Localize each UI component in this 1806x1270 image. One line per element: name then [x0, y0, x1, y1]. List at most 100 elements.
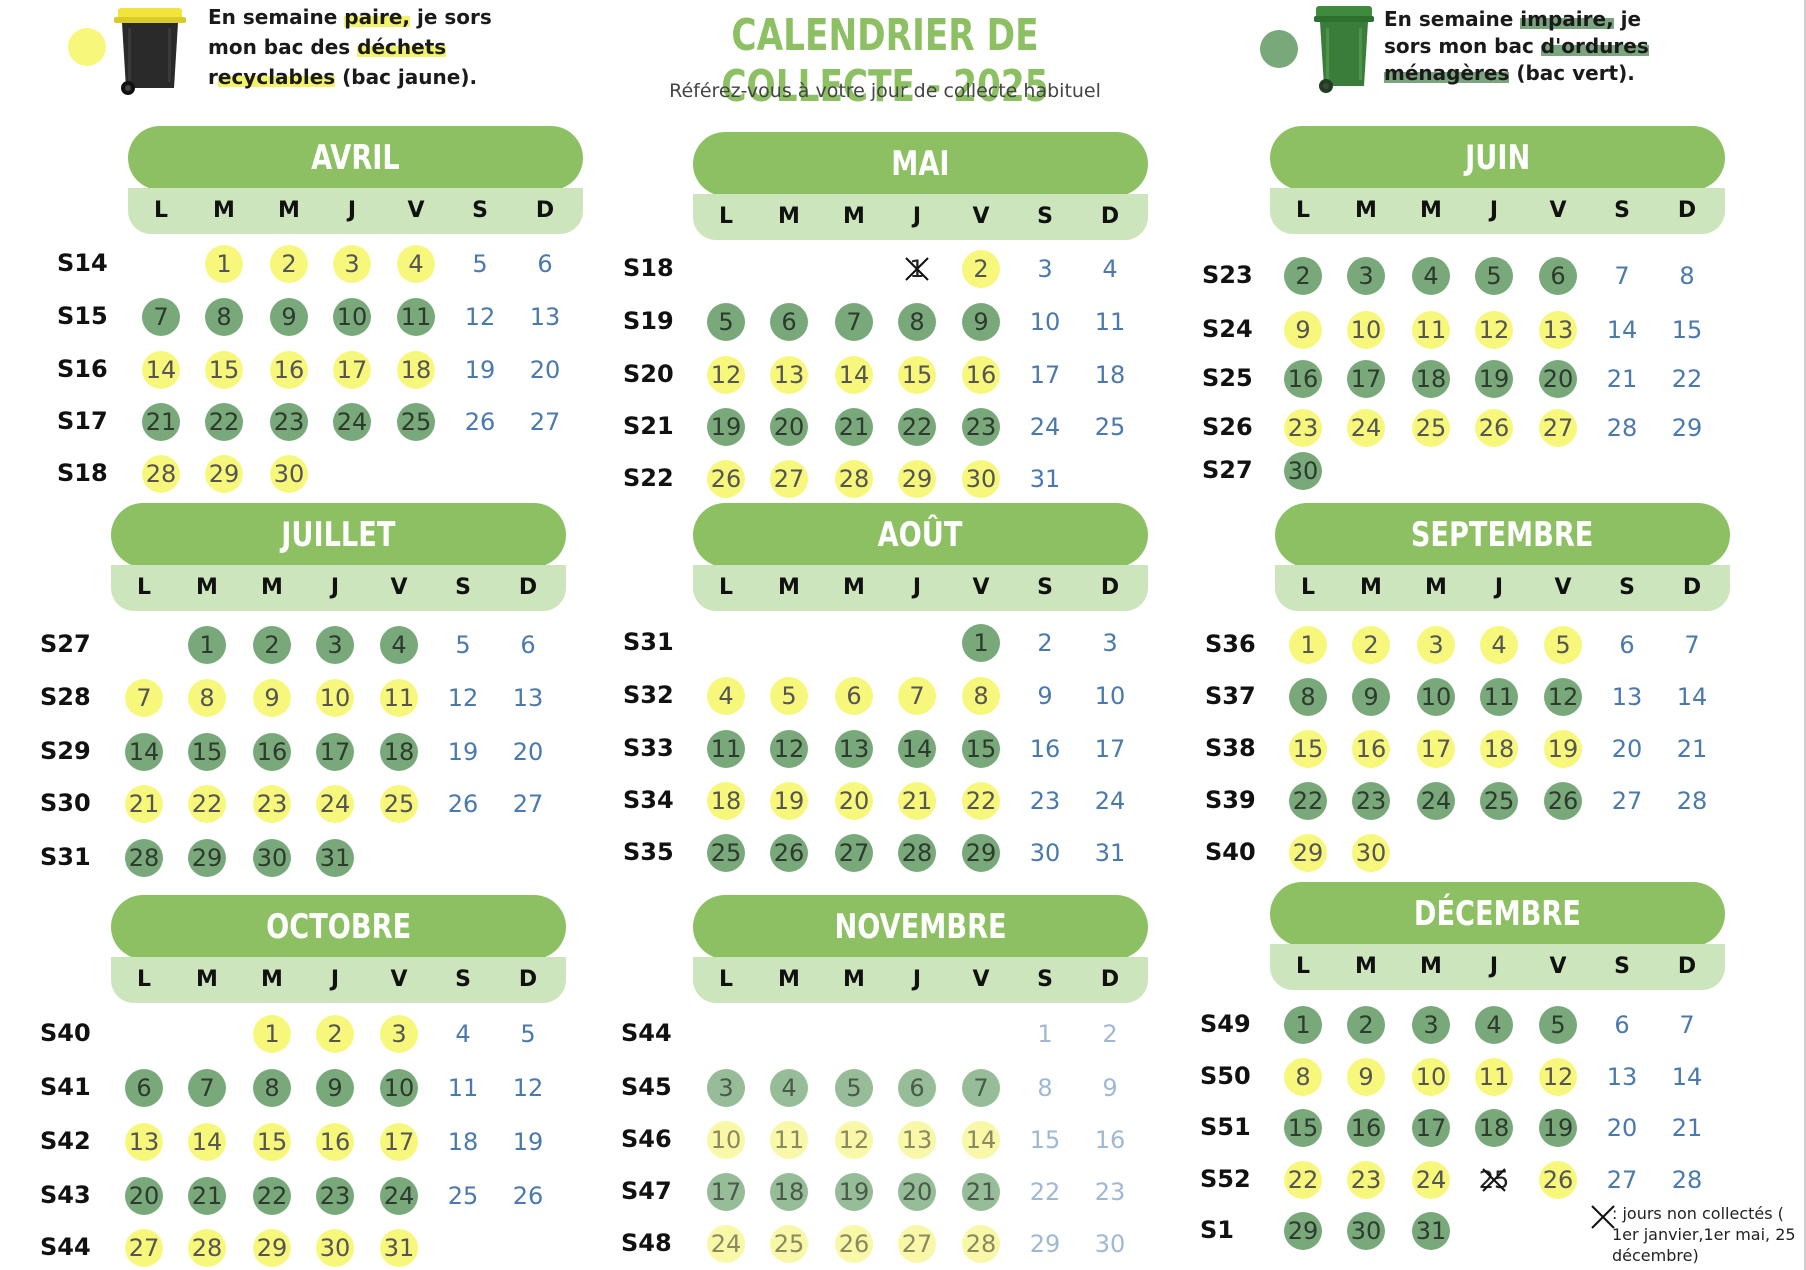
day-number: 8	[216, 303, 232, 331]
day-cell: 3	[1026, 250, 1064, 288]
day-number: 26	[464, 408, 496, 436]
day-cell: 29	[1026, 1225, 1064, 1263]
day-cell: 30	[253, 839, 291, 877]
legend-highlight: ecyclables	[217, 65, 336, 89]
weekday-label: M	[778, 204, 800, 229]
day-number: 9	[1295, 316, 1311, 344]
weekday-label: L	[718, 967, 734, 992]
day-cell: 30	[962, 460, 1000, 498]
day-number: 15	[1292, 735, 1324, 763]
day-cell: 15	[253, 1123, 291, 1161]
weekday-label: V	[1549, 954, 1567, 979]
day-cell: 22	[253, 1177, 291, 1215]
week-label: S48	[621, 1229, 672, 1257]
day-number: 2	[327, 1020, 343, 1048]
day-cell: 29	[205, 455, 243, 493]
day-number: 28	[1671, 1166, 1703, 1194]
weekday-label: S	[1037, 204, 1053, 229]
weekday-label: S	[1037, 575, 1053, 600]
day-cell: 14	[1668, 1058, 1706, 1096]
day-number: 12	[512, 1074, 544, 1102]
day-cell: 10	[1347, 311, 1385, 349]
day-cell: 16	[1091, 1121, 1129, 1159]
day-number: 17	[710, 1178, 742, 1206]
week-label: S28	[40, 683, 91, 711]
month-banner: OCTOBRE	[111, 895, 566, 959]
day-number: 3	[327, 631, 343, 659]
day-cell: 16	[316, 1123, 354, 1161]
day-cell: 10	[1417, 678, 1455, 716]
day-number: 13	[838, 735, 870, 763]
day-cell: 4	[1480, 626, 1518, 664]
day-cell: 29	[1668, 409, 1706, 447]
week-label: S41	[40, 1073, 91, 1101]
day-cell: 19	[444, 733, 482, 771]
weekday-label: D	[1677, 954, 1697, 979]
day-cell: 5	[1539, 1006, 1577, 1044]
day-number: 19	[512, 1128, 544, 1156]
week-label: S49	[1200, 1010, 1251, 1038]
day-cell: 22	[1668, 360, 1706, 398]
week-label: S18	[623, 254, 674, 282]
weekday-label: M	[778, 967, 800, 992]
day-number: 16	[319, 1128, 351, 1156]
day-cell: 14	[962, 1121, 1000, 1159]
day-number: 6	[520, 631, 536, 659]
weekday-label: D	[518, 967, 538, 992]
weekday-label: V	[1549, 198, 1567, 223]
day-cell: 30	[1091, 1225, 1129, 1263]
week-label: S30	[40, 789, 91, 817]
week-label: S1	[1200, 1216, 1234, 1244]
day-number: 25	[1094, 413, 1126, 441]
week-label: S52	[1200, 1165, 1251, 1193]
day-number: 3	[344, 250, 360, 278]
day-cell: 4	[380, 626, 418, 664]
day-cell: 24	[1026, 408, 1064, 446]
day-cell: 23	[1091, 1173, 1129, 1211]
day-number: 21	[1676, 735, 1708, 763]
day-number: 8	[1037, 1074, 1053, 1102]
weekday-label: D	[1100, 575, 1120, 600]
day-number: 29	[191, 844, 223, 872]
day-number: 14	[128, 738, 160, 766]
day-cell: 1	[188, 626, 226, 664]
day-number: 3	[1423, 1011, 1439, 1039]
day-cell: 3	[1417, 626, 1455, 664]
day-number: 18	[1483, 735, 1515, 763]
day-cell: 6	[835, 677, 873, 715]
day-cell: 19	[835, 1173, 873, 1211]
day-number: 26	[773, 839, 805, 867]
month-5: SEPTEMBRE L M M J V S D	[1275, 503, 1730, 873]
day-number: 10	[383, 1074, 415, 1102]
week-label: S29	[40, 737, 91, 765]
week-label: S21	[623, 412, 674, 440]
weekday-label: J	[330, 967, 340, 992]
weekday-label: D	[1677, 198, 1697, 223]
day-cell: 22	[205, 403, 243, 441]
day-number: 9	[1102, 1074, 1118, 1102]
day-cell: 15	[1289, 730, 1327, 768]
day-number: 7	[1614, 262, 1630, 290]
day-number: 1	[1037, 1020, 1053, 1048]
day-cell: 27	[1603, 1161, 1641, 1199]
day-number: 14	[145, 356, 177, 384]
week-label: S45	[621, 1073, 672, 1101]
month-name: JUILLET	[281, 515, 396, 555]
day-number: 9	[281, 303, 297, 331]
day-cell: 7	[835, 303, 873, 341]
day-cell: 28	[142, 455, 180, 493]
day-cell: 23	[1352, 782, 1390, 820]
week-label: S16	[57, 355, 108, 383]
month-name: NOVEMBRE	[834, 907, 1007, 947]
day-cell: 21	[125, 785, 163, 823]
day-number: 26	[838, 1230, 870, 1258]
day-number: 27	[773, 465, 805, 493]
day-number: 29	[901, 465, 933, 493]
day-cell: 6	[770, 303, 808, 341]
day-number: 25	[400, 408, 432, 436]
day-number: 27	[1606, 1166, 1638, 1194]
day-number: 5	[718, 308, 734, 336]
week-label: S24	[1202, 315, 1253, 343]
